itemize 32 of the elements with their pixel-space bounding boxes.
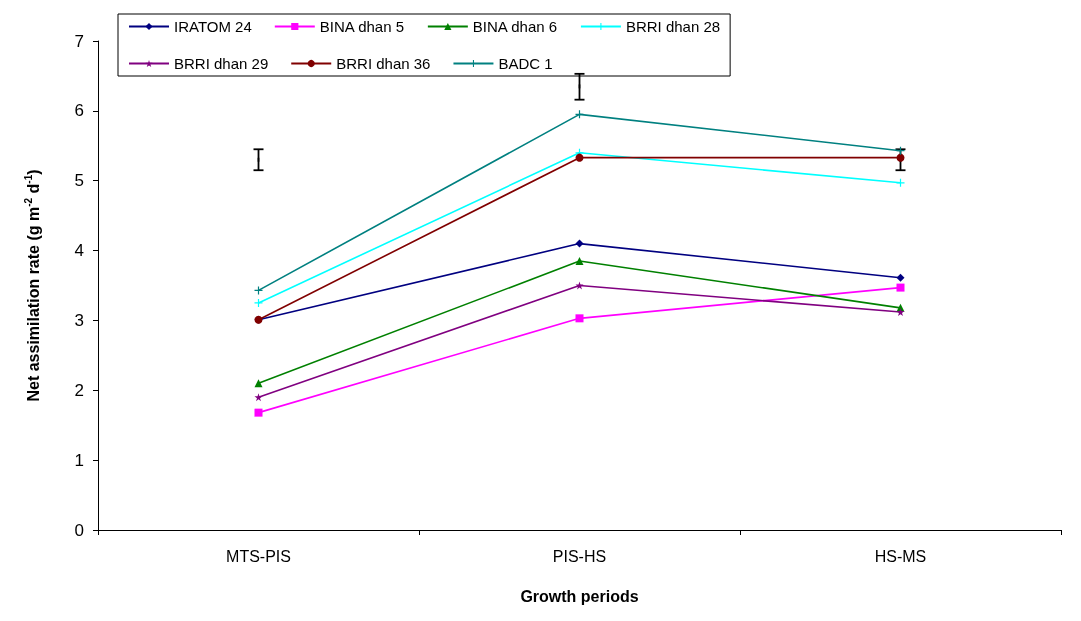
point bbox=[254, 408, 263, 417]
x-axis-title: Growth periods bbox=[520, 587, 639, 605]
legend-label: BADC 1 bbox=[498, 55, 553, 72]
legend-label: BINA dhan 5 bbox=[319, 18, 405, 35]
x-tick-label: PIS-HS bbox=[552, 547, 607, 565]
point bbox=[896, 153, 905, 162]
point bbox=[896, 273, 905, 282]
point bbox=[575, 314, 584, 323]
y-tick-label: 3 bbox=[74, 310, 84, 330]
legend-label: BRRI dhan 28 bbox=[625, 18, 721, 35]
legend-label: BRRI dhan 29 bbox=[174, 55, 269, 72]
y-tick-label: 1 bbox=[74, 450, 84, 470]
x-tick-label: MTS-PIS bbox=[226, 547, 291, 565]
point bbox=[254, 379, 263, 388]
point bbox=[575, 257, 584, 266]
legend-label: BINA dhan 6 bbox=[472, 18, 558, 35]
y-tick-label: 6 bbox=[74, 101, 84, 121]
y-tick-label: 7 bbox=[74, 31, 84, 51]
legend-label: IRATOM 24 bbox=[174, 18, 252, 35]
point bbox=[575, 153, 584, 162]
x-tick-label: HS-MS bbox=[874, 547, 927, 565]
y-tick-label: 2 bbox=[74, 380, 84, 400]
point bbox=[254, 298, 263, 307]
point bbox=[896, 283, 905, 292]
legend-label: BRRI dhan 36 bbox=[336, 55, 431, 72]
y-tick-label: 5 bbox=[74, 171, 84, 191]
point bbox=[254, 393, 263, 402]
y-tick-label: 4 bbox=[74, 241, 84, 261]
y-axis-title: Net assimilation rate (g m-2 d-1) bbox=[22, 169, 42, 402]
point bbox=[896, 308, 905, 317]
point bbox=[575, 239, 584, 248]
y-tick-label: 0 bbox=[74, 520, 84, 540]
